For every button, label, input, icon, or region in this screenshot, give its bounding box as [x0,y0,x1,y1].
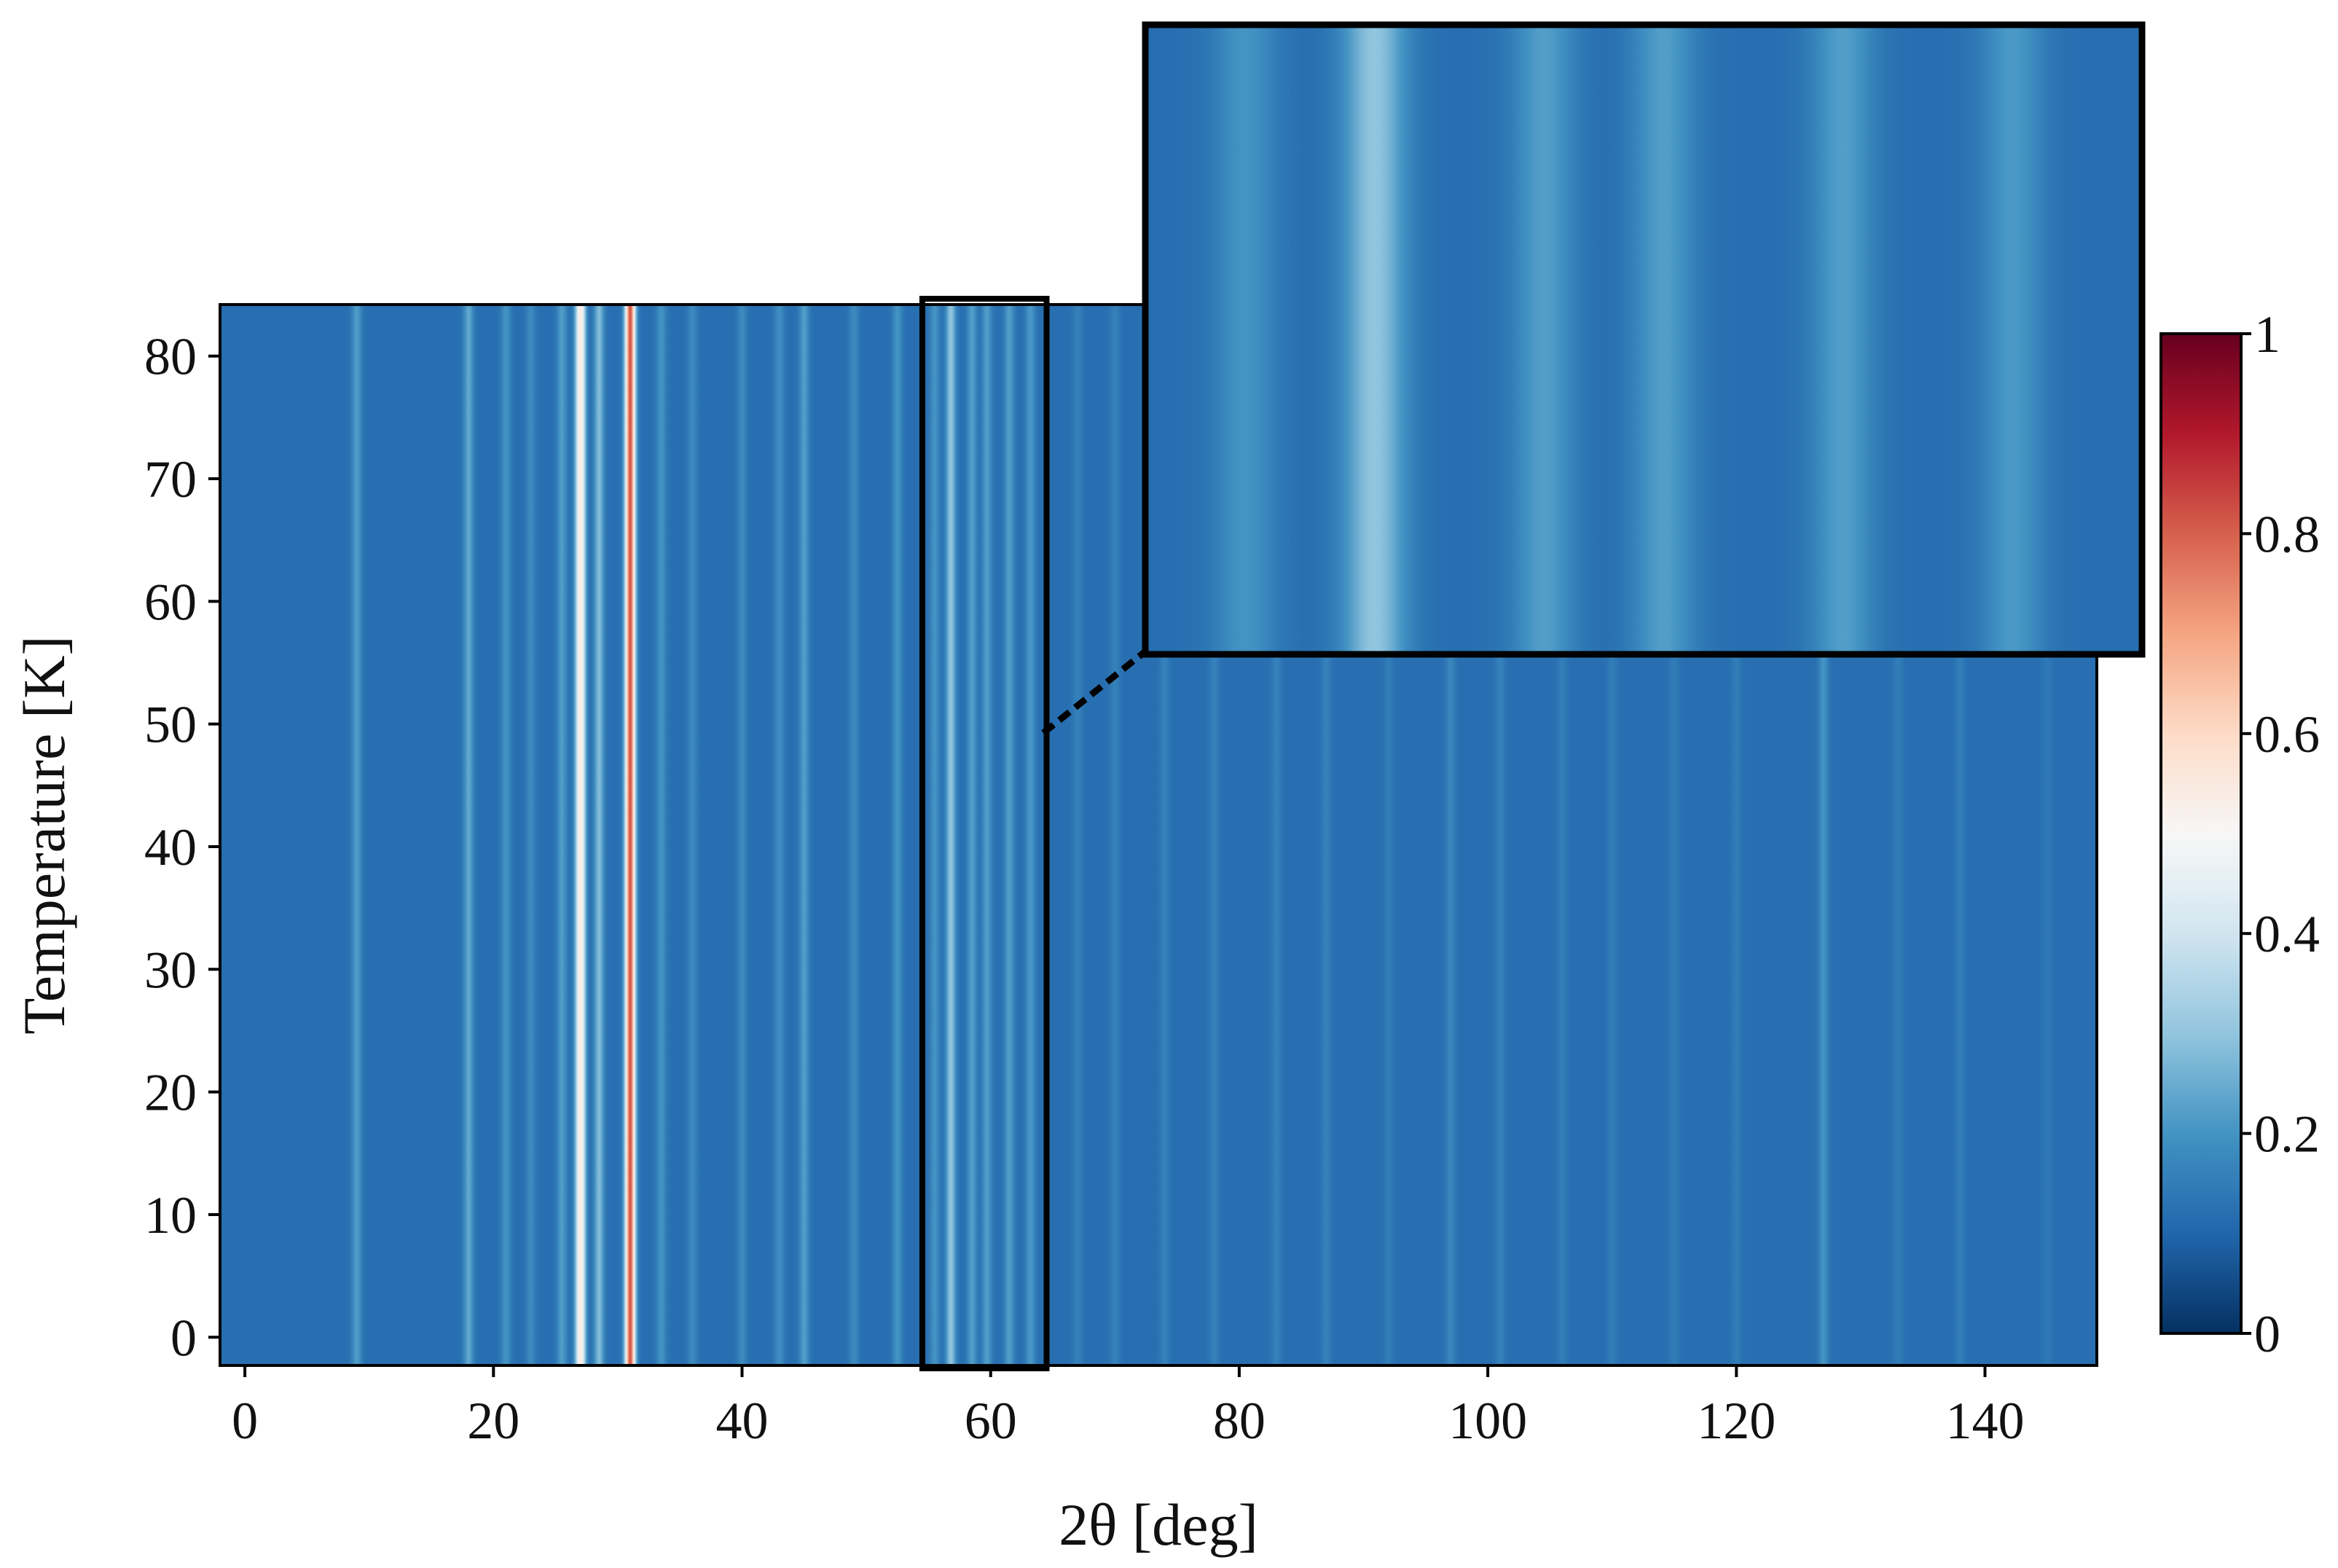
colorbar-tick-label: 0 [2254,1305,2280,1363]
x-tick-label: 20 [467,1392,519,1450]
x-axis-ticks: 0 20 40 60 80 100 120 140 [232,1365,2024,1450]
y-tick-label: 30 [144,941,197,999]
x-tick-label: 140 [1945,1392,2024,1450]
y-tick-label: 70 [144,450,197,509]
colorbar-ticks: 0 0.2 0.4 0.6 0.8 1 [2241,305,2320,1363]
y-tick-label: 10 [144,1186,197,1244]
zoom-indicator [919,296,1148,1371]
zoom-connector-line [1041,648,1148,736]
x-tick-label: 0 [232,1392,258,1450]
colorbar-frame [2159,332,2243,1335]
colorbar-tick-label: 0.4 [2254,905,2320,963]
inset-frame [1142,21,2146,658]
y-tick-label: 20 [144,1064,197,1122]
zoom-inset [1142,21,2146,658]
y-axis-ticks: 0 10 20 30 40 50 60 70 80 [144,328,220,1367]
x-tick-label: 60 [965,1392,1017,1450]
x-tick-label: 40 [716,1392,769,1450]
y-axis-label: Temperature [K] [11,635,77,1034]
x-tick-label: 120 [1697,1392,1776,1450]
colorbar-image [2161,334,2241,1333]
inset-heatmap-image [1145,25,2142,654]
y-tick-label: 40 [144,818,197,877]
x-tick-label: 100 [1448,1392,1527,1450]
colorbar-tick-label: 0.2 [2254,1105,2320,1164]
y-tick-label: 60 [144,573,197,631]
zoom-region-box [919,296,1050,1371]
y-tick-label: 80 [144,328,197,386]
y-tick-label: 50 [144,696,197,754]
colorbar: 0 0.2 0.4 0.6 0.8 1 [2159,305,2320,1363]
colorbar-tick-label: 0.6 [2254,705,2320,764]
x-axis-label: 2θ [deg] [1059,1491,1258,1558]
colorbar-tick-label: 1 [2254,305,2280,364]
x-tick-label: 80 [1213,1392,1266,1450]
colorbar-tick-label: 0.8 [2254,505,2320,563]
y-tick-label: 0 [170,1309,197,1367]
